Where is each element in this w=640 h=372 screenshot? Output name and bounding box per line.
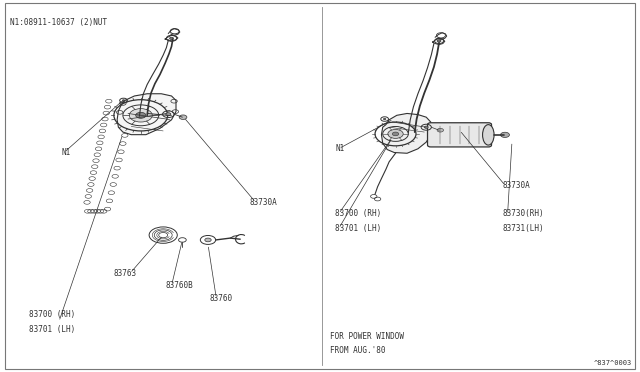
Circle shape xyxy=(166,113,171,116)
Text: 83701 (LH): 83701 (LH) xyxy=(335,224,381,233)
Circle shape xyxy=(179,115,187,119)
Circle shape xyxy=(170,37,173,39)
Text: FOR POWER WINDOW: FOR POWER WINDOW xyxy=(330,332,404,341)
Text: 83760: 83760 xyxy=(210,294,233,303)
Text: N1: N1 xyxy=(61,148,70,157)
Text: N1:08911-10637 (2)NUT: N1:08911-10637 (2)NUT xyxy=(10,18,107,27)
Text: 83701 (LH): 83701 (LH) xyxy=(29,325,75,334)
Text: 83700 (RH): 83700 (RH) xyxy=(335,209,381,218)
Ellipse shape xyxy=(483,125,494,145)
Circle shape xyxy=(500,132,509,138)
Circle shape xyxy=(388,129,403,138)
Polygon shape xyxy=(381,113,431,153)
Text: 83731(LH): 83731(LH) xyxy=(502,224,544,233)
Circle shape xyxy=(424,126,428,128)
Text: 83700 (RH): 83700 (RH) xyxy=(29,310,75,319)
Text: 83730A: 83730A xyxy=(250,198,277,207)
Circle shape xyxy=(437,128,444,132)
Circle shape xyxy=(205,238,211,242)
Circle shape xyxy=(437,40,441,42)
Circle shape xyxy=(383,118,386,120)
Text: 83760B: 83760B xyxy=(165,281,193,290)
Polygon shape xyxy=(117,94,176,135)
Text: ^837^0003: ^837^0003 xyxy=(594,360,632,366)
Circle shape xyxy=(392,132,399,136)
Text: N1: N1 xyxy=(335,144,344,153)
Circle shape xyxy=(136,112,146,118)
Text: 83730(RH): 83730(RH) xyxy=(502,209,544,218)
Text: 83763: 83763 xyxy=(113,269,136,278)
FancyBboxPatch shape xyxy=(428,123,492,147)
Circle shape xyxy=(129,109,152,122)
Circle shape xyxy=(122,100,125,101)
Text: 83730A: 83730A xyxy=(502,182,530,190)
Text: FROM AUG.'80: FROM AUG.'80 xyxy=(330,346,385,355)
